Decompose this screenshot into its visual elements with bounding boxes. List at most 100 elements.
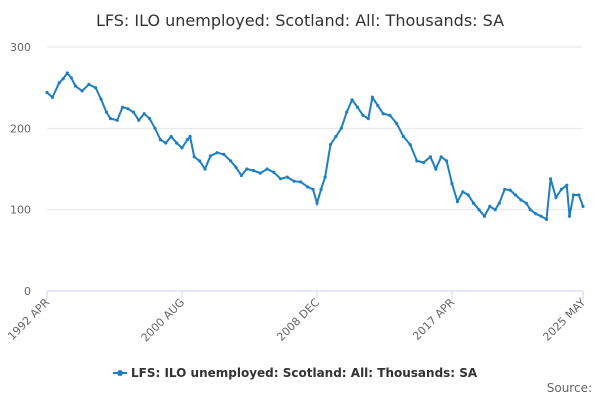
data-point xyxy=(65,71,69,75)
data-point xyxy=(245,167,249,171)
data-point xyxy=(549,177,553,181)
data-point xyxy=(503,187,507,191)
data-point xyxy=(73,84,77,88)
data-point xyxy=(544,217,549,221)
data-point xyxy=(408,143,412,147)
x-axis-ticks: 1992 APR 2000 AUG 2008 DEC 2017 APR 2025 MAY xyxy=(5,291,588,344)
data-point xyxy=(188,134,192,139)
data-point xyxy=(258,171,262,175)
data-point xyxy=(434,167,438,171)
data-point xyxy=(571,193,576,197)
data-point xyxy=(215,151,219,155)
data-point xyxy=(45,90,49,95)
data-point xyxy=(252,169,256,173)
data-point xyxy=(381,112,385,116)
data-point xyxy=(539,214,543,218)
data-point xyxy=(137,118,141,122)
data-point xyxy=(488,204,492,208)
data-point xyxy=(239,173,243,178)
data-point xyxy=(131,110,135,114)
data-point xyxy=(148,117,152,121)
data-point xyxy=(57,81,61,85)
series-line xyxy=(46,71,584,222)
data-point xyxy=(115,118,119,122)
data-point xyxy=(285,175,289,179)
data-point xyxy=(355,105,360,109)
data-point xyxy=(534,212,538,216)
data-point xyxy=(577,193,581,197)
data-point xyxy=(265,167,269,171)
data-point xyxy=(222,152,226,156)
data-point xyxy=(477,208,481,212)
data-point xyxy=(370,95,374,99)
data-point xyxy=(299,180,303,184)
data-point xyxy=(559,187,564,191)
data-point xyxy=(350,98,354,102)
data-point xyxy=(158,138,162,142)
data-point xyxy=(455,199,459,204)
data-point xyxy=(175,141,179,145)
source-label[interactable]: Source: xyxy=(547,381,592,395)
data-point xyxy=(104,110,108,114)
data-point xyxy=(567,214,572,218)
data-point xyxy=(208,154,212,158)
data-point xyxy=(169,134,173,139)
data-point xyxy=(50,95,55,99)
data-point xyxy=(94,86,98,90)
data-point xyxy=(108,117,113,121)
data-point xyxy=(315,201,319,205)
data-point xyxy=(292,179,296,183)
x-tick-label: 2000 AUG xyxy=(139,296,188,345)
data-point xyxy=(461,190,465,194)
series-markers xyxy=(45,71,585,221)
data-point xyxy=(513,193,518,197)
data-point xyxy=(439,155,443,159)
x-tick-label: 2017 APR xyxy=(410,296,457,343)
y-tick-label: 0 xyxy=(24,285,31,298)
data-point xyxy=(334,134,338,139)
data-point xyxy=(203,167,207,171)
data-point xyxy=(554,195,558,200)
data-point xyxy=(565,183,569,187)
data-point xyxy=(164,141,168,145)
data-point xyxy=(198,159,202,163)
legend-label: LFS: ILO unemployed: Scotland: All: Thou… xyxy=(131,366,478,380)
data-point xyxy=(345,110,349,114)
data-point xyxy=(121,105,125,109)
x-tick-label: 1992 APR xyxy=(5,296,52,343)
data-point xyxy=(234,165,238,169)
data-point xyxy=(99,97,103,101)
data-point xyxy=(497,201,501,205)
data-point xyxy=(319,187,323,191)
legend[interactable]: LFS: ILO unemployed: Scotland: All: Thou… xyxy=(113,366,478,380)
data-point xyxy=(328,143,333,147)
data-point xyxy=(272,170,276,174)
data-point xyxy=(482,214,486,218)
data-point xyxy=(415,159,419,163)
legend-marker xyxy=(117,370,123,376)
x-tick-label: 2008 DEC xyxy=(274,296,322,344)
data-point xyxy=(142,112,146,116)
data-point xyxy=(180,146,184,150)
data-point xyxy=(508,188,512,192)
y-tick-label: 200 xyxy=(10,122,31,135)
data-point xyxy=(366,117,370,121)
data-point xyxy=(339,126,343,130)
data-point xyxy=(395,121,399,126)
data-point xyxy=(524,201,528,205)
data-point xyxy=(306,185,310,189)
y-tick-label: 300 xyxy=(10,41,31,54)
data-point xyxy=(279,177,283,181)
data-point xyxy=(528,208,532,212)
data-point xyxy=(519,198,523,202)
data-point xyxy=(192,155,196,159)
data-point xyxy=(69,76,73,80)
data-point xyxy=(581,204,585,208)
data-point xyxy=(376,104,380,108)
chart-title: LFS: ILO unemployed: Scotland: All: Thou… xyxy=(96,11,504,30)
data-point xyxy=(61,77,65,81)
data-point xyxy=(87,82,91,86)
data-point xyxy=(428,155,432,159)
data-point xyxy=(466,193,470,197)
